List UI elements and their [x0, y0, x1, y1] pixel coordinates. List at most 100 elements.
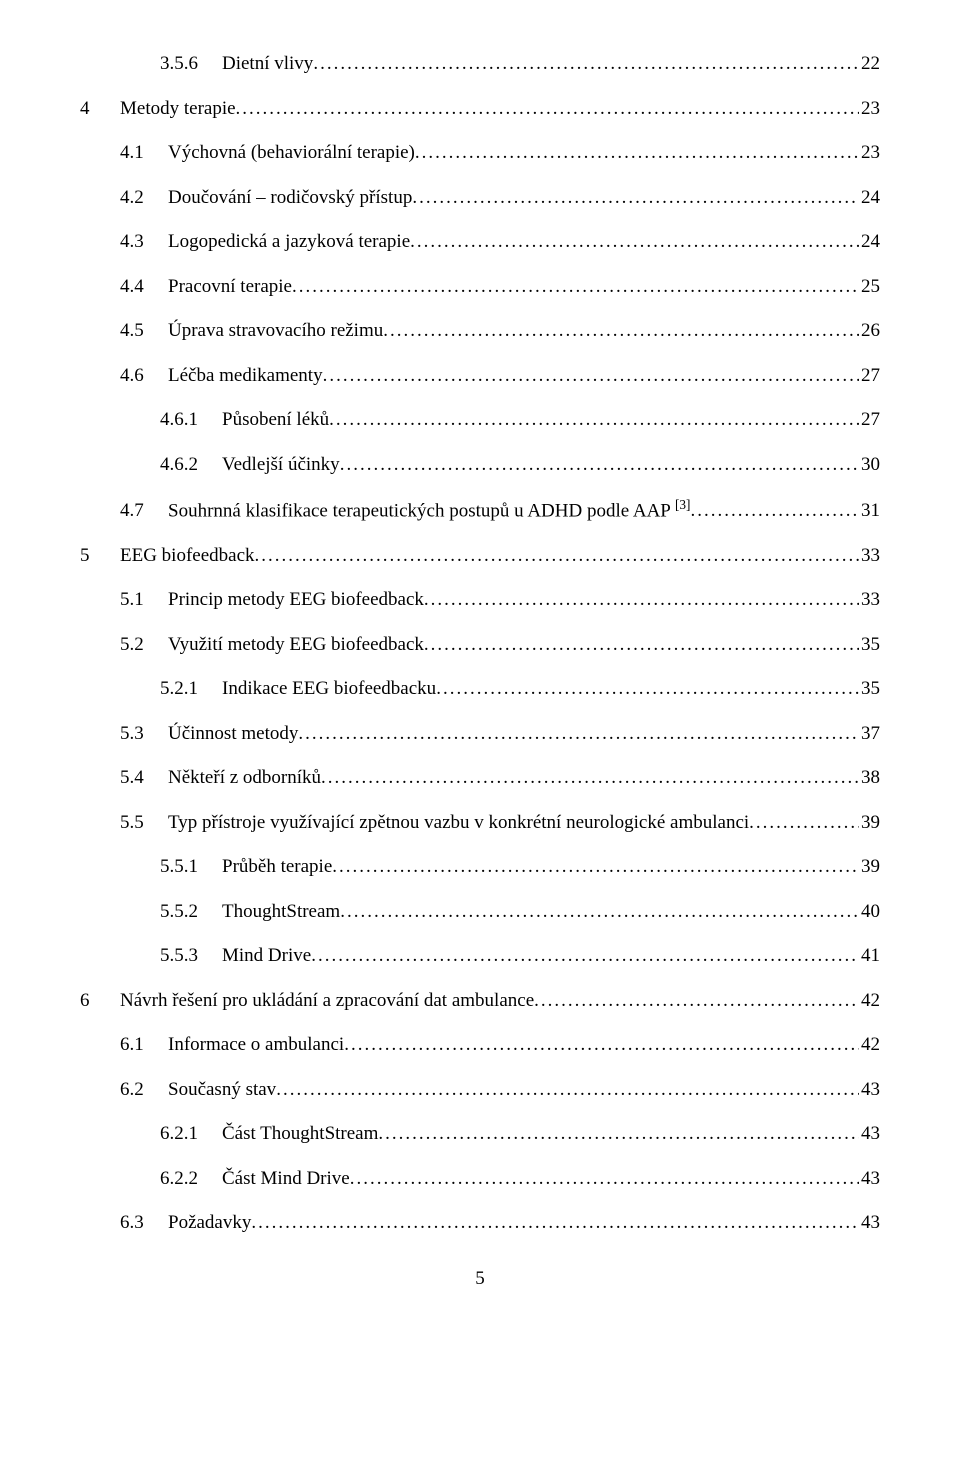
toc-leader-dots: [298, 720, 859, 739]
toc-entry-label: 5.5.3Mind Drive: [160, 942, 311, 971]
toc-entry-page: 30: [859, 451, 880, 480]
toc-entry-number: 5.5.1: [160, 853, 222, 882]
toc-entry-title: Princip metody EEG biofeedback: [168, 589, 424, 610]
toc-entry: 6.2.1Část ThoughtStream43: [160, 1120, 880, 1149]
toc-entry-label: 4.4Pracovní terapie: [120, 273, 292, 302]
toc-leader-dots: [332, 853, 859, 872]
toc-entry: 4.2Doučování – rodičovský přístup 24: [120, 184, 880, 213]
toc-leader-dots: [236, 95, 859, 114]
toc-entry: 5.5.3Mind Drive 41: [160, 942, 880, 971]
toc-leader-dots: [313, 50, 859, 69]
toc-entry: 4Metody terapie23: [80, 95, 880, 124]
toc-entry-title: Vedlejší účinky: [222, 454, 340, 475]
toc-leader-dots: [749, 809, 859, 828]
toc-entry-title: Léčba medikamenty: [168, 365, 323, 386]
toc-entry-number: 5.3: [120, 720, 168, 749]
toc-entry-label: 5.2Využití metody EEG biofeedback: [120, 631, 424, 660]
toc-entry-title: Průběh terapie: [222, 856, 332, 877]
toc-entry-page: 43: [859, 1209, 880, 1238]
toc-entry-number: 5: [80, 542, 120, 571]
toc-entry-number: 4.3: [120, 228, 168, 257]
toc-entry-number: 5.2.1: [160, 675, 222, 704]
toc-entry-title: Současný stav: [168, 1079, 276, 1100]
toc-entry-label: 4.2Doučování – rodičovský přístup: [120, 184, 412, 213]
toc-leader-dots: [323, 362, 859, 381]
toc-leader-dots: [690, 497, 859, 516]
toc-entry-label: 6.1Informace o ambulanci: [120, 1031, 344, 1060]
toc-entry-title: Doučování – rodičovský přístup: [168, 187, 412, 208]
toc-entry-title: Část ThoughtStream: [222, 1123, 378, 1144]
toc-entry-page: 41: [859, 942, 880, 971]
toc-entry-title: Mind Drive: [222, 945, 311, 966]
toc-entry-title: Informace o ambulanci: [168, 1034, 344, 1055]
toc-entry-page: 33: [859, 542, 880, 571]
toc-leader-dots: [340, 898, 859, 917]
toc-entry: 4.5Úprava stravovacího režimu26: [120, 317, 880, 346]
toc-entry-page: 22: [859, 50, 880, 79]
toc-leader-dots: [424, 586, 859, 605]
toc-entry-label: 4.5Úprava stravovacího režimu: [120, 317, 383, 346]
toc-entry-label: 5EEG biofeedback: [80, 542, 255, 571]
toc-entry: 4.1Výchovná (behaviorální terapie)23: [120, 139, 880, 168]
toc-leader-dots: [329, 406, 859, 425]
toc-entry-title: Využití metody EEG biofeedback: [168, 634, 424, 655]
toc-entry-number: 4.2: [120, 184, 168, 213]
toc-entry-number: 4.1: [120, 139, 168, 168]
toc-leader-dots: [311, 942, 859, 961]
toc-leader-dots: [344, 1031, 859, 1050]
toc-entry-page: 25: [859, 273, 880, 302]
toc-entry: 6.3Požadavky43: [120, 1209, 880, 1238]
toc-entry: 4.3Logopedická a jazyková terapie 24: [120, 228, 880, 257]
toc-entry-number: 6.1: [120, 1031, 168, 1060]
toc-entry-number: 4.7: [120, 497, 168, 526]
toc-entry-title: Souhrnná klasifikace terapeutických post…: [168, 500, 675, 521]
toc-entry-title: Působení léků: [222, 409, 329, 430]
toc-entry-page: 35: [859, 631, 880, 660]
toc-entry: 5.5.1Průběh terapie39: [160, 853, 880, 882]
toc-entry: 5.5.2ThoughtStream40: [160, 898, 880, 927]
toc-entry-label: 5.3Účinnost metody: [120, 720, 298, 749]
toc-entry-label: 5.1Princip metody EEG biofeedback: [120, 586, 424, 615]
toc-entry-number: 6.3: [120, 1209, 168, 1238]
toc-entry-title: Návrh řešení pro ukládání a zpracování d…: [120, 990, 534, 1011]
toc-entry-number: 5.2: [120, 631, 168, 660]
toc-entry: 4.4Pracovní terapie 25: [120, 273, 880, 302]
toc-leader-dots: [350, 1165, 859, 1184]
toc-entry-page: 42: [859, 987, 880, 1016]
toc-entry: 6.2.2Část Mind Drive43: [160, 1165, 880, 1194]
toc-entry-title: EEG biofeedback: [120, 545, 255, 566]
toc-entry-label: 4.6.2Vedlejší účinky: [160, 451, 340, 480]
toc-entry-label: 3.5.6Dietní vlivy: [160, 50, 313, 79]
toc-entry-number: 4.6: [120, 362, 168, 391]
toc-entry-label: 5.4Někteří z odborníků: [120, 764, 321, 793]
toc-entry-title: Pracovní terapie: [168, 276, 292, 297]
toc-entry-number: 5.5: [120, 809, 168, 838]
toc-entry: 4.6.1Působení léků27: [160, 406, 880, 435]
toc-entry-label: 5.5.1Průběh terapie: [160, 853, 332, 882]
toc-entry-title: Metody terapie: [120, 98, 236, 119]
toc-leader-dots: [415, 139, 859, 158]
toc-leader-dots: [340, 451, 859, 470]
toc-entry-label: 4.6Léčba medikamenty: [120, 362, 323, 391]
toc-entry-title: Úprava stravovacího režimu: [168, 320, 383, 341]
toc-entry-number: 4.5: [120, 317, 168, 346]
toc-leader-dots: [378, 1120, 859, 1139]
toc-entry: 5.1Princip metody EEG biofeedback33: [120, 586, 880, 615]
toc-entry-title: ThoughtStream: [222, 901, 340, 922]
toc-entry-number: 5.5.3: [160, 942, 222, 971]
toc-entry-label: 6.2Současný stav: [120, 1076, 276, 1105]
toc-entry-label: 4.1Výchovná (behaviorální terapie): [120, 139, 415, 168]
toc-leader-dots: [412, 184, 859, 203]
toc-entry-page: 38: [859, 764, 880, 793]
toc-entry-title: Někteří z odborníků: [168, 767, 321, 788]
toc-entry-page: 24: [859, 228, 880, 257]
toc-leader-dots: [534, 987, 859, 1006]
toc-entry: 5EEG biofeedback 33: [80, 542, 880, 571]
toc-entry-page: 24: [859, 184, 880, 213]
toc-entry-label: 6.2.2Část Mind Drive: [160, 1165, 350, 1194]
toc-entry-title: Účinnost metody: [168, 723, 298, 744]
toc-leader-dots: [276, 1076, 859, 1095]
toc-entry-label: 4Metody terapie: [80, 95, 236, 124]
toc-entry-title: Výchovná (behaviorální terapie): [168, 142, 415, 163]
toc-entry-title: Logopedická a jazyková terapie: [168, 231, 410, 252]
